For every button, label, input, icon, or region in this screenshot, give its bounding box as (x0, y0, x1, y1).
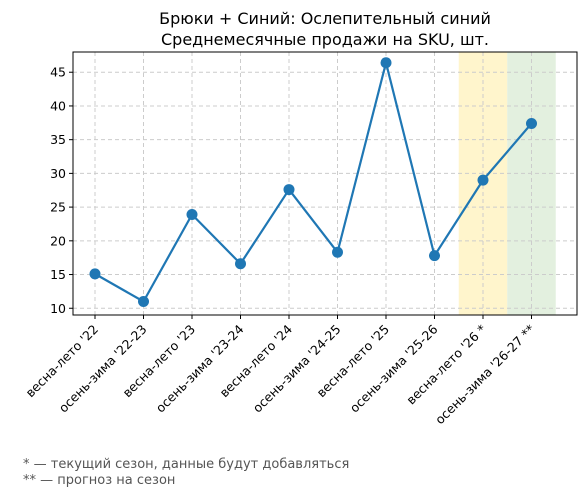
plot-frame (72, 51, 578, 316)
data-point (283, 184, 295, 196)
y-tick-label: 30 (50, 166, 66, 181)
footnote-forecast: ** — прогноз на сезон (23, 473, 176, 488)
data-point (380, 57, 392, 69)
data-point (138, 296, 149, 308)
x-tick-label: осень-зима '22-23 (56, 322, 150, 416)
data-point (332, 246, 343, 258)
data-point (526, 117, 537, 129)
y-tick-label: 25 (50, 200, 66, 215)
y-tick-label: 10 (50, 301, 66, 316)
y-tick-label: 15 (50, 267, 66, 282)
forecast-band (507, 52, 556, 315)
data-point (477, 174, 489, 186)
x-tick-label: осень-зима '25-26 (347, 321, 441, 415)
chart-title-line1: Брюки + Синий: Ослепительный синий (159, 9, 491, 28)
x-tick-label: осень-зима '26-27 ** (432, 322, 538, 428)
data-point (429, 250, 440, 262)
y-tick-label: 35 (50, 132, 66, 147)
grid-lines (73, 52, 577, 315)
series-line (89, 57, 537, 308)
x-tick-label: осень-зима '23-24 (153, 321, 247, 415)
season-highlight-bands (458, 52, 556, 315)
x-tick-label: осень-зима '24-25 (250, 322, 344, 416)
y-tick-label: 45 (50, 65, 66, 80)
series-polyline (94, 61, 533, 303)
y-tick-label: 40 (50, 98, 66, 113)
footnote-current-season: * — текущий сезон, данные будут добавлят… (23, 457, 350, 472)
y-tick-label: 20 (50, 233, 66, 248)
chart-title-line2: Среднемесячные продажи на SKU, шт. (161, 30, 489, 49)
data-point (235, 258, 246, 270)
data-point (186, 209, 198, 221)
data-point (89, 268, 101, 280)
y-axis: 10 15 20 25 30 35 40 45 (50, 65, 73, 316)
